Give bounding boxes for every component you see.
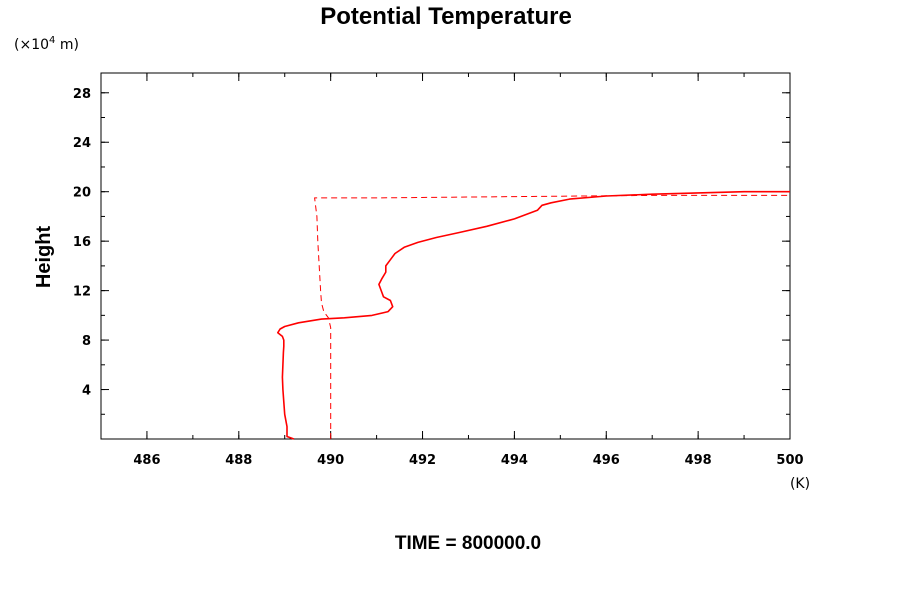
- x-tick-label: 496: [593, 453, 620, 468]
- x-tick-label: 498: [685, 453, 712, 468]
- x-tick-label: 494: [501, 453, 528, 468]
- chart-title: Potential Temperature: [320, 3, 572, 30]
- x-tick-label: 486: [133, 453, 160, 468]
- x-unit: (K): [790, 476, 810, 492]
- series-line-dashed: [314, 194, 790, 439]
- x-tick-label: 500: [776, 453, 803, 468]
- series-group: [277, 190, 790, 440]
- y-tick-label: 12: [73, 285, 91, 300]
- y-axis-label: Height: [33, 226, 55, 289]
- axes: 486 488 490 492 494 496 498 500 4 8 12 16 20 24 28: [73, 72, 804, 468]
- y-tick-label: 4: [82, 384, 91, 399]
- y-tick-label: 20: [73, 186, 91, 201]
- y-tick-label: 28: [73, 87, 91, 102]
- y-tick-label: 16: [73, 235, 91, 250]
- y-tick-label: 8: [82, 334, 91, 349]
- y-tick-label: 24: [73, 136, 91, 151]
- x-tick-label: 488: [225, 453, 252, 468]
- y-unit: (×104 m): [14, 35, 79, 53]
- time-label: TIME = 800000.0: [395, 533, 541, 554]
- series-line-solid: [277, 190, 790, 440]
- plot-frame: [100, 72, 791, 440]
- x-tick-label: 492: [409, 453, 436, 468]
- x-tick-label: 490: [317, 453, 344, 468]
